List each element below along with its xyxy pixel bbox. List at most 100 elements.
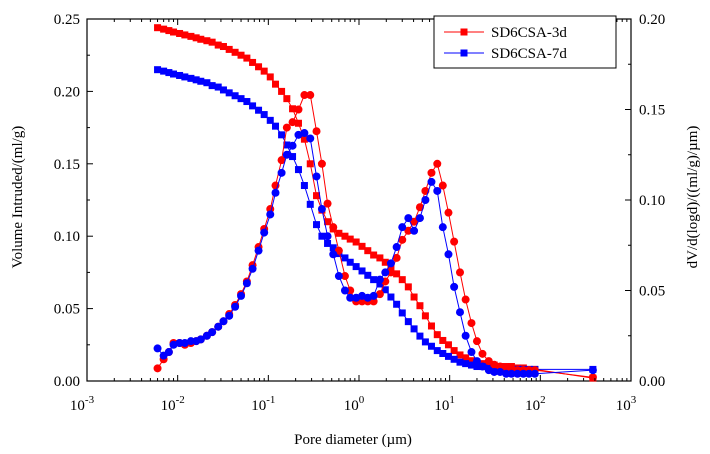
data-point (421, 196, 430, 204)
data-point (364, 271, 372, 279)
data-point (176, 29, 184, 37)
y-left-tick-label: 0.20 (54, 84, 80, 100)
data-point (203, 37, 211, 45)
data-point (153, 364, 162, 373)
legend-box (433, 15, 617, 69)
data-point (278, 87, 286, 95)
data-point (197, 77, 205, 85)
data-point (478, 362, 487, 371)
data-point (375, 290, 384, 299)
data-point (334, 272, 343, 281)
data-point (237, 291, 246, 300)
data-point (393, 300, 401, 308)
data-point (478, 349, 487, 358)
data-point (450, 282, 459, 291)
data-point (313, 221, 321, 229)
data-point (306, 134, 315, 143)
data-point (490, 367, 499, 376)
data-point (165, 69, 173, 77)
data-point (381, 268, 390, 277)
x-tick-label: 101 (434, 394, 455, 414)
data-point (243, 98, 251, 106)
y-left-tick-label: 0.10 (54, 229, 80, 245)
data-point (433, 331, 441, 339)
data-point (398, 276, 406, 284)
data-point (219, 43, 227, 51)
data-point (450, 355, 458, 363)
data-point (255, 63, 263, 71)
data-point (433, 347, 441, 355)
series-line (157, 27, 593, 379)
data-point (282, 123, 291, 132)
legend-label: SD6CSA-3d (491, 25, 567, 41)
data-point (181, 31, 189, 39)
data-point (165, 27, 173, 35)
data-point (187, 32, 195, 40)
data-point (346, 258, 354, 266)
data-point (461, 331, 470, 340)
data-point (386, 259, 395, 268)
series-line (157, 94, 593, 378)
data-point (392, 253, 401, 262)
data-point (208, 328, 217, 337)
data-point (313, 192, 321, 200)
data-point (433, 159, 442, 168)
data-point (467, 348, 476, 357)
data-point (421, 312, 429, 320)
y-right-tick-label: 0.00 (639, 374, 665, 390)
data-point (231, 92, 239, 100)
data-point (364, 247, 372, 255)
data-point (219, 317, 228, 326)
data-point (444, 352, 452, 360)
data-point (208, 82, 216, 90)
data-point (404, 318, 412, 326)
data-point (271, 188, 280, 197)
data-point (323, 232, 332, 241)
data-point (170, 28, 178, 36)
data-point (203, 79, 211, 87)
data-point (410, 217, 419, 226)
data-point (472, 337, 481, 346)
legend-label: SD6CSA-7d (491, 46, 567, 62)
data-point (421, 338, 429, 346)
data-point (335, 229, 343, 237)
data-point (358, 267, 366, 275)
data-point (496, 367, 505, 376)
data-point (254, 246, 263, 255)
data-point (272, 122, 280, 130)
x-axis-ticks: 10-3 10-2 10-1 100 101 102 103 (70, 19, 637, 414)
data-point (317, 159, 326, 168)
data-point (329, 250, 338, 259)
data-point (208, 38, 216, 46)
data-point (192, 76, 200, 84)
data-point (329, 223, 338, 232)
data-point (288, 141, 297, 150)
data-point (386, 268, 395, 277)
data-point (404, 214, 413, 223)
data-point (427, 342, 435, 350)
right-y-axis-ticks: 0.00 0.05 0.10 0.15 0.20 (625, 12, 665, 390)
data-point (300, 135, 308, 143)
x-tick-label: 103 (616, 394, 637, 414)
data-point (324, 239, 332, 247)
data-point (266, 210, 275, 219)
data-point (588, 366, 597, 375)
data-point (467, 357, 475, 365)
data-point (410, 226, 419, 235)
data-point (278, 131, 286, 139)
series-4 (153, 129, 597, 378)
data-point (277, 156, 286, 165)
data-point (306, 200, 314, 208)
data-point (467, 319, 476, 328)
data-point (288, 118, 297, 127)
data-point (164, 348, 173, 357)
data-point (387, 264, 395, 272)
x-tick-label: 10-1 (251, 394, 275, 414)
data-point (255, 106, 263, 114)
y-left-tick-label: 0.05 (54, 302, 80, 318)
x-tick-label: 10-3 (70, 394, 95, 414)
data-point (294, 166, 302, 174)
data-point (530, 369, 539, 378)
data-point (294, 119, 302, 127)
